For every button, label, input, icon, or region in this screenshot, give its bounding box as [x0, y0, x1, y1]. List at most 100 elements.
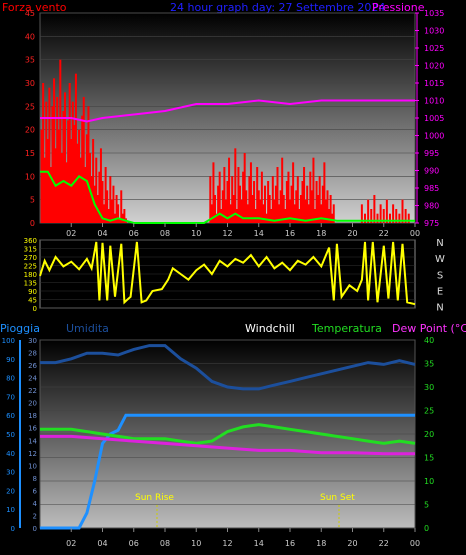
wind-bar	[242, 171, 245, 223]
wind-bar	[306, 185, 309, 223]
wind-bar	[284, 209, 287, 223]
pressure-tick-label: 1030	[424, 27, 444, 36]
wind-bar	[67, 120, 70, 223]
wind-bar	[112, 185, 115, 223]
pressure-line	[40, 99, 415, 123]
wind-bar	[285, 181, 288, 223]
wind-bar	[320, 204, 323, 223]
wind-bar	[332, 204, 335, 223]
wind-bar	[370, 209, 373, 223]
wind-bar	[392, 204, 395, 223]
wind-bar	[257, 190, 260, 223]
wind-bar	[228, 157, 231, 223]
pressure-tick-label: 1000	[424, 132, 444, 141]
wind-bar	[223, 167, 226, 223]
wind-bar	[385, 199, 388, 223]
wind-bar	[268, 195, 271, 223]
wind-bar	[107, 209, 110, 223]
x-tick-label: 12	[222, 539, 232, 548]
direction-tick-label: 180	[24, 271, 37, 279]
x-tick-label: 02	[66, 539, 76, 548]
wind-bar	[373, 195, 376, 223]
x-tick-label: 12	[222, 229, 232, 238]
wind-bar	[99, 148, 102, 223]
wind-bar	[87, 106, 90, 223]
temp-tick-label: 15	[424, 454, 434, 463]
wind-bar	[106, 190, 109, 223]
wind-bar	[249, 162, 252, 223]
humidity-tick-label: 24	[28, 375, 37, 383]
wind-bar	[398, 213, 401, 223]
wind-bar	[85, 134, 88, 223]
wind-bar	[40, 129, 43, 223]
wind-bar	[324, 199, 327, 223]
pressure-tick-label: 985	[424, 184, 439, 193]
humidity-tick-label: 20	[28, 400, 37, 408]
direction-compass-label: N	[436, 238, 443, 249]
humidity-line	[40, 344, 416, 391]
x-tick-label: 04	[97, 229, 107, 238]
temp-tick-label: 10	[424, 477, 434, 486]
wind-bar	[323, 162, 326, 223]
wind-bar	[81, 115, 84, 223]
wind-bar	[214, 195, 216, 223]
wind-bar	[295, 190, 298, 223]
wind-tick-label: 45	[25, 9, 35, 18]
x-tick-label: 06	[129, 229, 139, 238]
x-tick-label: 08	[160, 539, 170, 548]
pressure-tick-label: 995	[424, 149, 439, 158]
wind-bar	[68, 83, 71, 223]
wind-tick-label: 35	[25, 56, 35, 65]
wind-bar	[121, 213, 124, 223]
x-tick-label: 00	[410, 539, 420, 548]
temp-tick-label: 25	[424, 407, 434, 416]
rain-tick-label: 60	[6, 412, 15, 420]
x-tick-label: 00	[410, 229, 420, 238]
wind-bar	[76, 143, 79, 223]
rain-line	[40, 413, 415, 530]
temp-tick-label: 30	[424, 383, 434, 392]
wind-bar	[210, 204, 213, 223]
direction-tick-label: 90	[28, 288, 37, 296]
wind-bar	[229, 204, 232, 223]
direction-compass-label: E	[437, 286, 443, 297]
wind-bar	[221, 190, 224, 223]
wind-bar	[304, 199, 307, 223]
wind-bar	[259, 199, 262, 223]
wind-bar	[321, 185, 324, 223]
wind-bar	[251, 195, 254, 223]
pressure-tick-label: 980	[424, 202, 439, 211]
wind-bar	[209, 176, 212, 223]
rain-tick-label: 80	[6, 375, 15, 383]
rain-tick-label: 50	[6, 431, 15, 439]
wind-bar	[279, 190, 282, 223]
gust-line	[40, 170, 415, 224]
wind-bar	[317, 195, 320, 223]
dewpoint-label: Dew Point (°C)	[392, 322, 466, 335]
direction-tick-label: 225	[24, 263, 37, 271]
humidity-tick-label: 4	[33, 500, 38, 508]
wind-bar	[218, 171, 221, 223]
wind-bar	[276, 167, 279, 223]
wind-bar	[109, 176, 112, 223]
direction-compass-label: W	[435, 254, 445, 265]
wind-bar	[45, 101, 48, 223]
wind-bar	[274, 185, 277, 223]
direction-tick-label: 135	[24, 280, 37, 288]
humidity-tick-label: 0	[33, 525, 37, 533]
wind-bar	[71, 101, 74, 223]
wind-bar	[237, 167, 240, 223]
humidity-axis-label: Umidita	[66, 322, 109, 335]
rain-tick-label: 20	[6, 487, 15, 495]
wind-tick-label: 40	[25, 32, 35, 41]
wind-tick-label: 25	[25, 102, 35, 111]
direction-tick-label: 45	[28, 297, 37, 305]
wind-bar	[92, 139, 95, 223]
direction-compass-label: N	[436, 303, 443, 314]
wind-bar	[104, 167, 107, 223]
wind-bar	[245, 190, 248, 223]
wind-bar	[315, 181, 318, 223]
wind-bar	[57, 129, 60, 223]
dewpoint-line	[40, 434, 415, 456]
wind-bar	[65, 162, 68, 223]
